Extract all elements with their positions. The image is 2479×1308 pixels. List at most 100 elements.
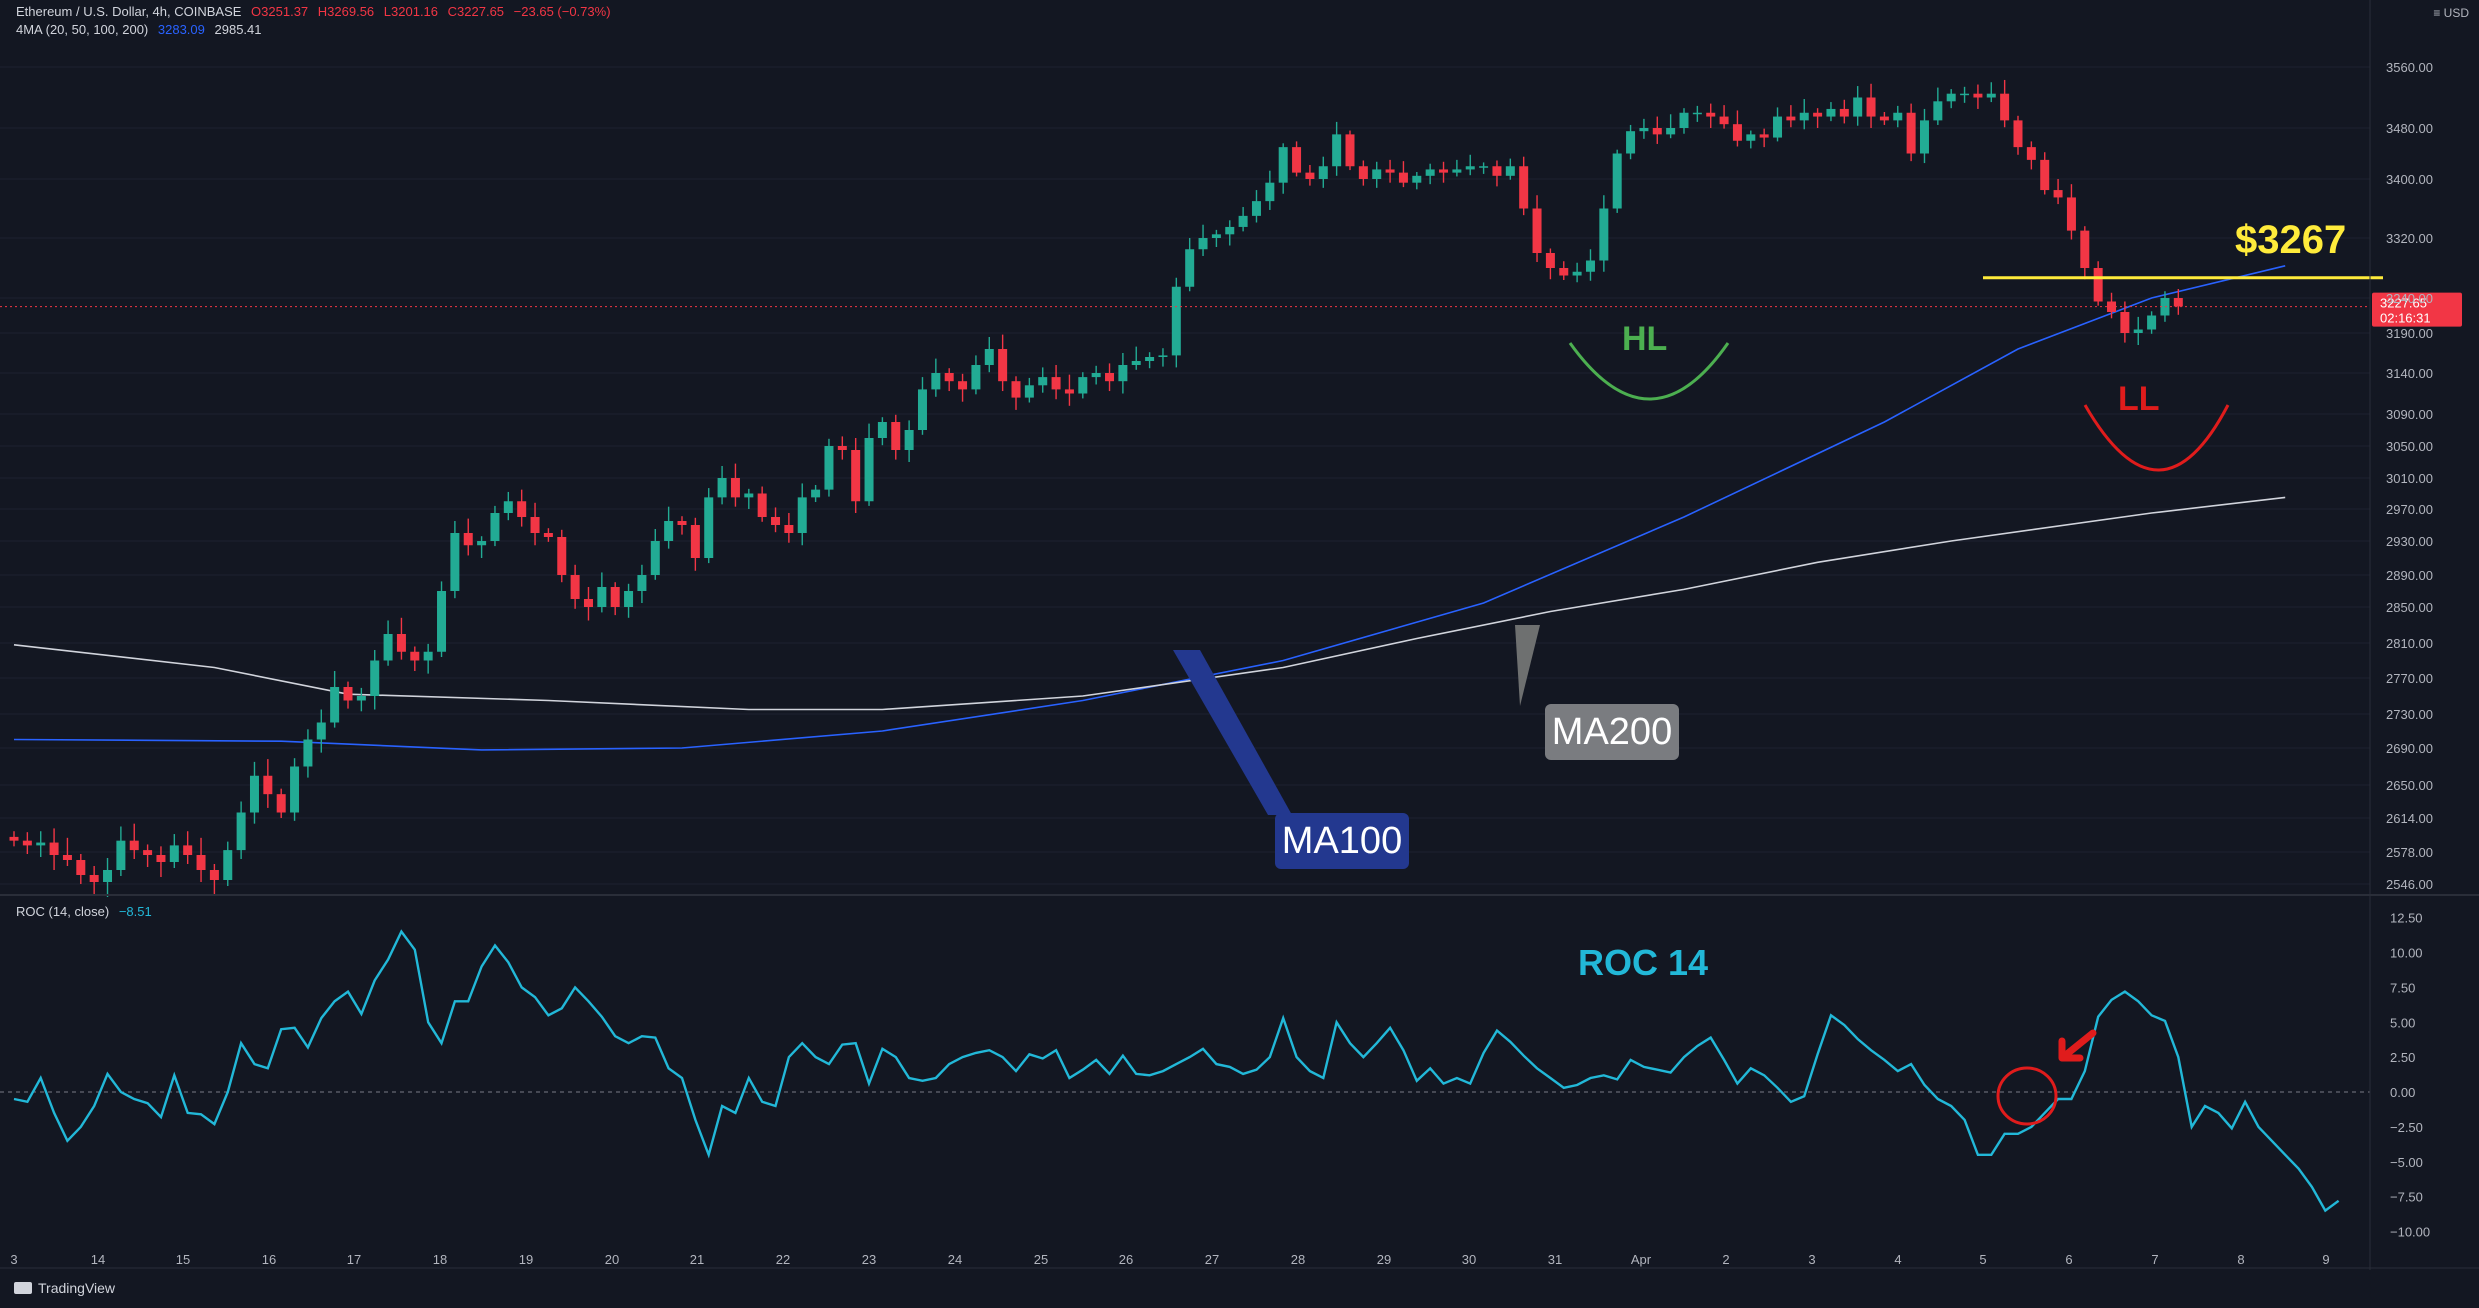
candle-body xyxy=(1038,377,1048,386)
candle-body xyxy=(851,450,861,502)
candle-body xyxy=(1879,116,1889,121)
candle-body xyxy=(437,591,447,652)
time-tick-label: 23 xyxy=(862,1252,876,1267)
time-tick-label: 28 xyxy=(1291,1252,1305,1267)
candle-body xyxy=(1064,389,1074,394)
roc-header[interactable]: ROC (14, close) −8.51 xyxy=(16,904,158,919)
candle-body xyxy=(1292,147,1302,173)
time-tick-label: Apr xyxy=(1631,1252,1652,1267)
price-tick-label: 2690.00 xyxy=(2386,741,2433,756)
time-tick-label: 19 xyxy=(519,1252,533,1267)
candle-body xyxy=(664,521,674,541)
candle-body xyxy=(290,766,300,813)
candle-body xyxy=(223,850,233,880)
roc-line xyxy=(13,929,2340,1213)
candle-body xyxy=(2053,190,2063,198)
candle-body xyxy=(9,836,19,841)
time-tick-label: 27 xyxy=(1205,1252,1219,1267)
ma-label: 4MA (20, 50, 100, 200) xyxy=(16,22,149,37)
roc-tick-label: 10.00 xyxy=(2390,946,2423,961)
time-tick-label: 3 xyxy=(1808,1252,1815,1267)
price-tick-label: 3240.00 xyxy=(2386,291,2433,306)
candle-body xyxy=(864,438,874,502)
candle-body xyxy=(784,525,794,533)
candle-body xyxy=(931,373,941,390)
candle-body xyxy=(1024,385,1034,398)
ma200-pointer xyxy=(1515,625,1540,706)
candle-body xyxy=(557,537,567,575)
price-tick-label: 2650.00 xyxy=(2386,778,2433,793)
candle-body xyxy=(824,446,834,490)
roc-value: −8.51 xyxy=(118,904,152,919)
candle-body xyxy=(450,533,460,591)
price-tick-label: 3050.00 xyxy=(2386,439,2433,454)
candle-body xyxy=(503,501,513,513)
candle-body xyxy=(717,478,727,498)
candle-body xyxy=(1893,112,1903,121)
candle-body xyxy=(196,855,206,870)
candle-body xyxy=(1853,97,1863,117)
close-value: C3227.65 xyxy=(447,4,505,19)
low-value: L3201.16 xyxy=(383,4,439,19)
candle-body xyxy=(1532,208,1542,253)
candle-body xyxy=(410,651,420,661)
time-tick-label: 21 xyxy=(690,1252,704,1267)
candle-body xyxy=(650,541,660,575)
candle-body xyxy=(1185,249,1195,287)
ma-header[interactable]: 4MA (20, 50, 100, 200) 3283.09 2985.41 xyxy=(16,22,268,37)
candle-body xyxy=(2173,298,2183,307)
current-price-tag xyxy=(2372,292,2462,327)
time-tick-label: 24 xyxy=(948,1252,962,1267)
ma100-callout xyxy=(1275,813,1409,869)
candle-body xyxy=(2066,197,2076,231)
candle-body xyxy=(891,422,901,450)
candle-body xyxy=(463,533,473,546)
candle-body xyxy=(76,860,86,875)
roc-tick-label: 7.50 xyxy=(2390,980,2415,995)
candle-body xyxy=(1666,128,1676,135)
currency-label[interactable]: ≡ USD xyxy=(2433,6,2469,20)
candle-body xyxy=(677,521,687,525)
candle-body xyxy=(904,430,914,450)
time-tick-label: 3 xyxy=(10,1252,17,1267)
ma200-callout xyxy=(1545,704,1679,760)
candle-body xyxy=(1559,268,1569,276)
candle-body xyxy=(1091,373,1101,378)
candle-body xyxy=(1479,166,1489,168)
roc-tick-label: −5.00 xyxy=(2390,1155,2423,1170)
candle-body xyxy=(1318,166,1328,179)
candle-body xyxy=(143,850,153,855)
roc-tick-label: 5.00 xyxy=(2390,1015,2415,1030)
candle-body xyxy=(249,775,259,813)
price-tick-label: 2578.00 xyxy=(2386,845,2433,860)
candle-body xyxy=(2080,230,2090,268)
candle-body xyxy=(944,373,954,382)
candle-body xyxy=(1345,134,1355,167)
candle-body xyxy=(1278,147,1288,183)
candle-body xyxy=(2120,312,2130,333)
price-tick-label: 2970.00 xyxy=(2386,502,2433,517)
ma200-label: MA200 xyxy=(1552,711,1672,753)
price-tick-label: 3400.00 xyxy=(2386,172,2433,187)
price-tick-label: 2614.00 xyxy=(2386,811,2433,826)
candle-body xyxy=(811,489,821,498)
candle-body xyxy=(490,513,500,541)
candle-body xyxy=(984,349,994,365)
candle-body xyxy=(1425,169,1435,176)
candle-body xyxy=(730,478,740,498)
candle-body xyxy=(1158,355,1168,357)
branding-text: TradingView xyxy=(38,1280,116,1296)
roc-arrow-icon xyxy=(2058,1029,2097,1062)
candle-body xyxy=(370,660,380,696)
price-tick-label: 3320.00 xyxy=(2386,231,2433,246)
candle-body xyxy=(837,446,847,450)
price-tick-label: 3190.00 xyxy=(2386,326,2433,341)
ma200-line xyxy=(13,496,2286,711)
price-tick-label: 3010.00 xyxy=(2386,471,2433,486)
candle-body xyxy=(1933,101,1943,121)
candle-body xyxy=(423,651,433,661)
candle-body xyxy=(2133,329,2143,333)
candle-body xyxy=(2000,93,2010,121)
